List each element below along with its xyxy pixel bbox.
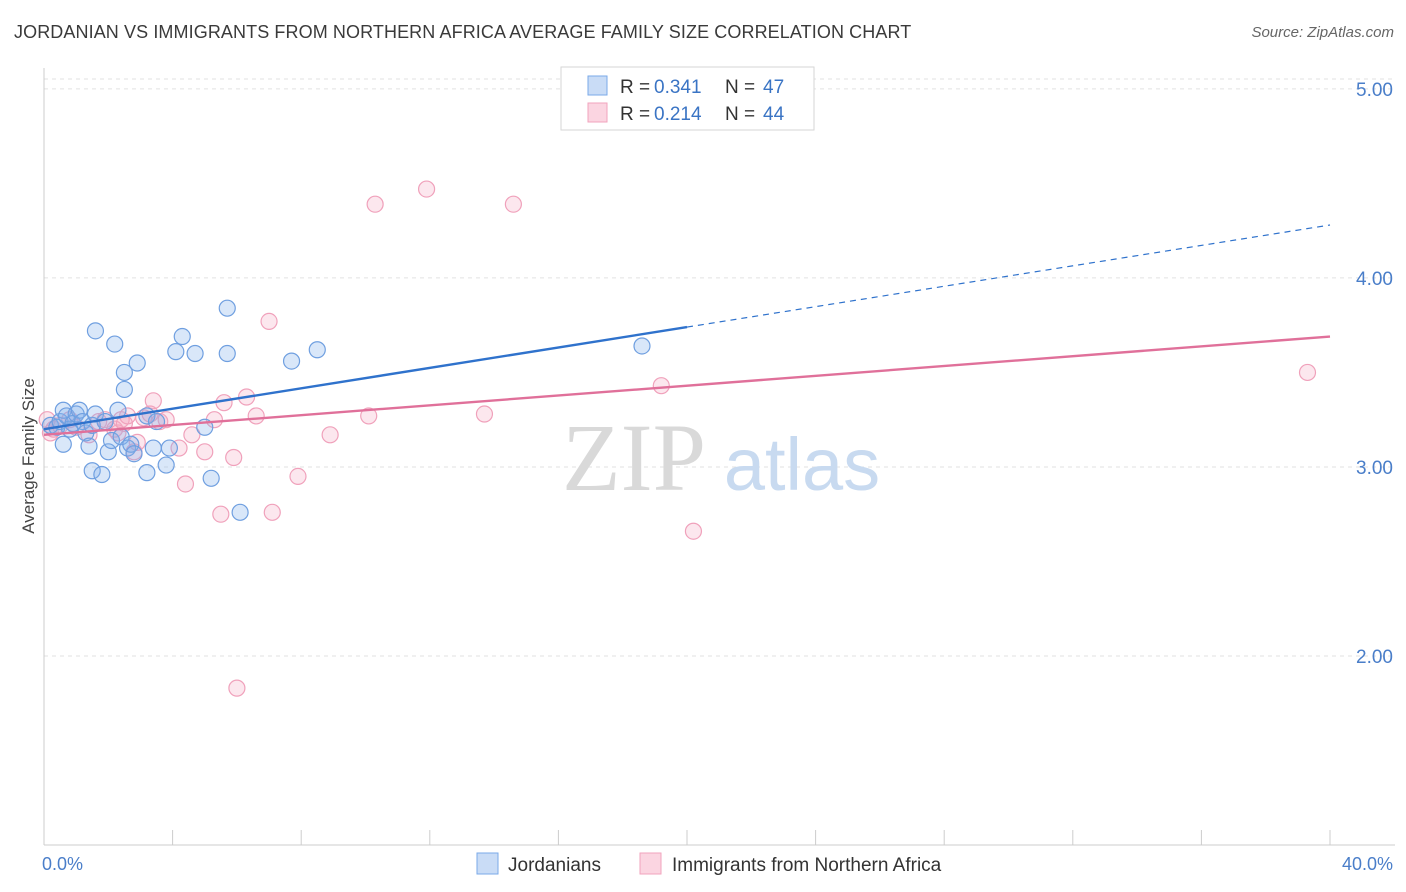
data-point-jordanians [115,380,133,399]
trend-line-jordanians [43,325,688,431]
watermark-atlas: atlas [724,423,880,506]
data-point-jordanians [115,363,133,382]
data-point-immigrants [289,467,307,486]
legend-r-value-jordanians: 0.341 [654,77,702,98]
data-point-immigrants [652,377,670,395]
data-point-jordanians [86,322,105,340]
legend-n-value-immigrants: 44 [763,104,785,125]
data-point-jordanians [218,299,236,317]
series-legend: Jordanians Immigrants from Northern Afri… [476,852,942,876]
source-credit: Source: ZipAtlas.com [1251,24,1394,41]
data-point-jordanians [308,341,326,359]
data-point-immigrants [212,505,230,523]
data-point-immigrants [321,426,339,444]
data-point-immigrants [176,475,195,493]
legend-n-label-immigrants: N = [725,104,755,125]
data-point-immigrants [504,195,522,213]
data-point-jordanians [173,327,191,346]
trend-lines [43,224,1331,437]
legend-r-label-immigrants: R = [620,104,650,125]
data-point-jordanians [202,469,220,487]
data-point-jordanians [96,412,114,431]
data-point-jordanians [231,503,249,521]
bottom-legend-label-jordanians: Jordanians [508,855,601,876]
data-point-jordanians [80,437,98,455]
data-point-jordanians [282,352,301,370]
bottom-legend-swatch-immigrants [639,852,662,875]
data-point-immigrants [183,426,201,444]
grid-lines [44,78,1395,657]
y-tick-label: 5.00 [1356,80,1393,101]
legend-r-value-immigrants: 0.214 [654,104,702,125]
data-point-jordanians [160,439,178,457]
data-point-jordanians [157,456,175,474]
x-tick-label: 40.0% [1342,854,1393,874]
data-point-jordanians [128,354,146,372]
data-point-immigrants [225,448,243,467]
legend-swatch-immigrants [587,102,608,123]
data-point-jordanians [70,401,88,419]
x-tick-label: 0.0% [42,854,83,874]
legend-swatch-jordanians [587,75,608,96]
data-point-immigrants [263,503,281,521]
series-jordanians [41,299,651,521]
data-point-jordanians [125,445,143,463]
data-point-immigrants [144,392,162,410]
x-tick-labels: 0.0% 40.0% [42,854,1393,874]
y-tick-labels: 2.00 3.00 4.00 5.00 [1356,80,1393,668]
trend-line-jordanians-extension [686,224,1331,328]
y-axis-label: Average Family Size [19,378,38,534]
data-point-jordanians [167,343,185,361]
trend-line-immigrants [43,335,1331,437]
legend-n-value-jordanians: 47 [763,77,784,98]
data-point-jordanians [138,464,156,482]
data-point-jordanians [93,465,111,484]
data-point-immigrants [228,679,246,697]
legend-r-label-jordanians: R = [620,77,650,98]
axes [43,68,1395,846]
data-point-jordanians [144,439,162,457]
data-point-jordanians [186,344,204,363]
data-point-immigrants [215,394,233,412]
data-point-jordanians [83,462,101,480]
data-point-jordanians [106,335,124,353]
y-tick-label: 2.00 [1356,647,1393,668]
legend-n-label-jordanians: N = [725,77,755,98]
bottom-legend-swatch-jordanians [476,852,499,875]
data-point-immigrants [260,312,278,331]
watermark-zip: ZIP [562,404,706,511]
data-point-immigrants [360,407,378,425]
data-point-immigrants [247,407,265,425]
chart-title: JORDANIAN VS IMMIGRANTS FROM NORTHERN AF… [14,22,912,42]
bottom-legend-label-immigrants: Immigrants from Northern Africa [672,855,942,876]
data-point-jordanians [102,431,121,450]
y-tick-label: 4.00 [1356,269,1393,290]
y-tick-label: 3.00 [1356,458,1393,479]
data-point-immigrants [1298,363,1317,382]
data-point-immigrants [128,433,146,451]
data-point-jordanians [122,435,140,453]
data-point-immigrants [366,195,384,213]
data-point-jordanians [54,435,72,453]
data-point-immigrants [417,180,436,198]
data-point-jordanians [633,337,651,355]
data-point-immigrants [475,405,494,423]
data-point-immigrants [170,439,188,457]
data-point-immigrants [684,522,703,540]
data-point-jordanians [99,443,117,461]
data-point-jordanians [218,344,236,363]
stats-legend: R = 0.341 N = 47 R = 0.214 N = 44 [560,66,815,131]
data-point-immigrants [196,443,214,461]
